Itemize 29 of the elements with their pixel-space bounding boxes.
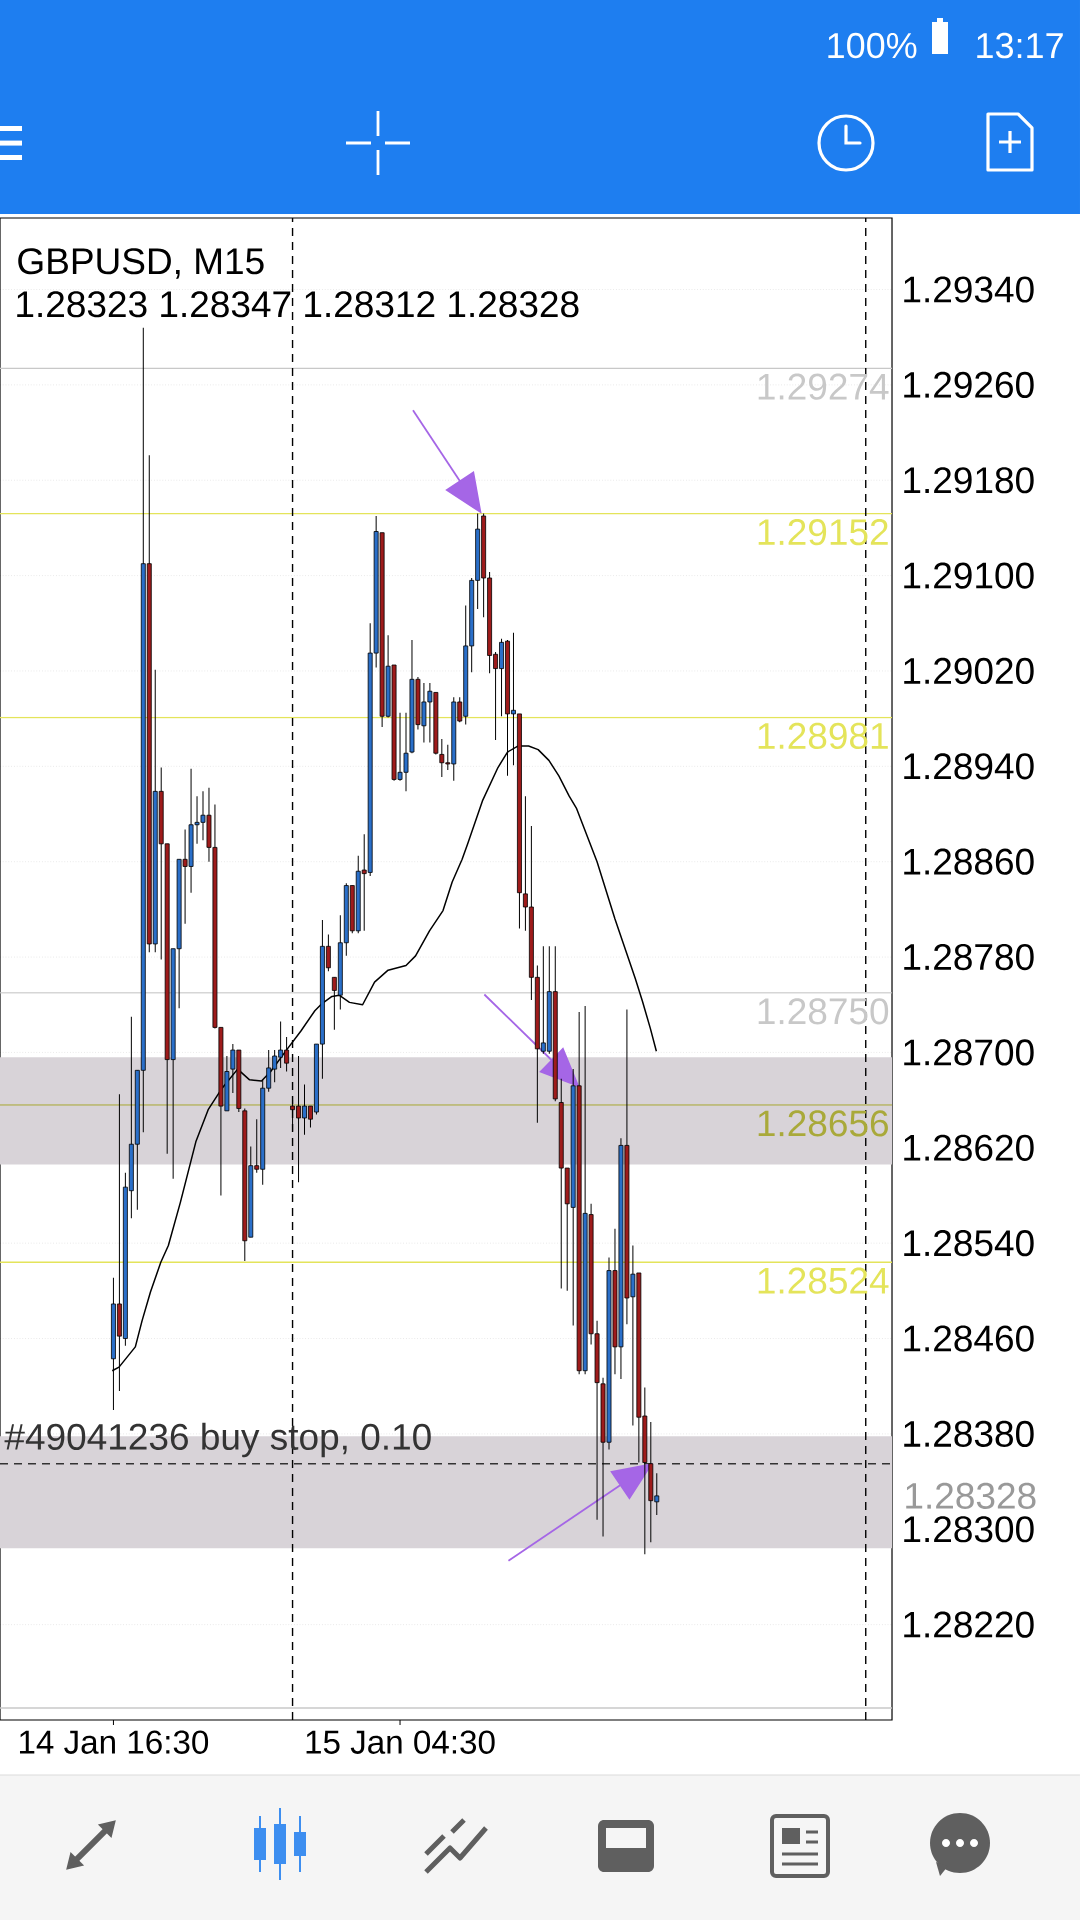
ref-line-label: 1.29152 <box>758 519 888 546</box>
y-tick-label: 1.28940 <box>904 753 1034 780</box>
text: GBPUSD, M15 <box>18 248 264 279</box>
x-tick-label: 14 Jan 16:30 <box>19 1730 209 1754</box>
y-tick-label: 1.29180 <box>904 467 1034 494</box>
y-tick-label: 1.28620 <box>904 1134 1034 1161</box>
y-tick-label: 1.28780 <box>904 943 1034 971</box>
y-tick-label: 1.28700 <box>904 1039 1034 1066</box>
y-tick-label: 1.28460 <box>904 1325 1034 1352</box>
y-tick-label: 1.29260 <box>904 371 1034 398</box>
ref-line-label: 1.28981 <box>758 722 888 750</box>
y-tick-label: 1.28380 <box>904 1420 1034 1448</box>
ref-line-label: #49041236 buy stop, 0.10 <box>4 1422 431 1458</box>
ref-line-label: 1.28750 <box>758 998 889 1025</box>
text: 1.28328 <box>906 1482 1036 1509</box>
y-tick-label: 1.29020 <box>904 657 1034 685</box>
text: 13:17 <box>977 32 1063 59</box>
y-tick-label: 1.28300 <box>904 1516 1034 1543</box>
y-tick-label: 1.28860 <box>904 848 1034 875</box>
text: 1.28323 1.28347 1.28312 1.28328 <box>17 291 579 318</box>
y-tick-label: 1.28540 <box>904 1230 1034 1257</box>
ref-line-label: 1.28656 <box>758 1110 888 1137</box>
y-tick-label: 1.29340 <box>904 276 1034 303</box>
y-tick-label: 1.28220 <box>904 1611 1034 1638</box>
y-tick-label: 1.29100 <box>904 562 1034 589</box>
ref-line-label: 1.29274 <box>758 373 889 400</box>
text: 100% <box>828 32 917 59</box>
ref-line-label: 1.28524 <box>758 1267 889 1294</box>
x-tick-label: 15 Jan 04:30 <box>306 1730 495 1754</box>
